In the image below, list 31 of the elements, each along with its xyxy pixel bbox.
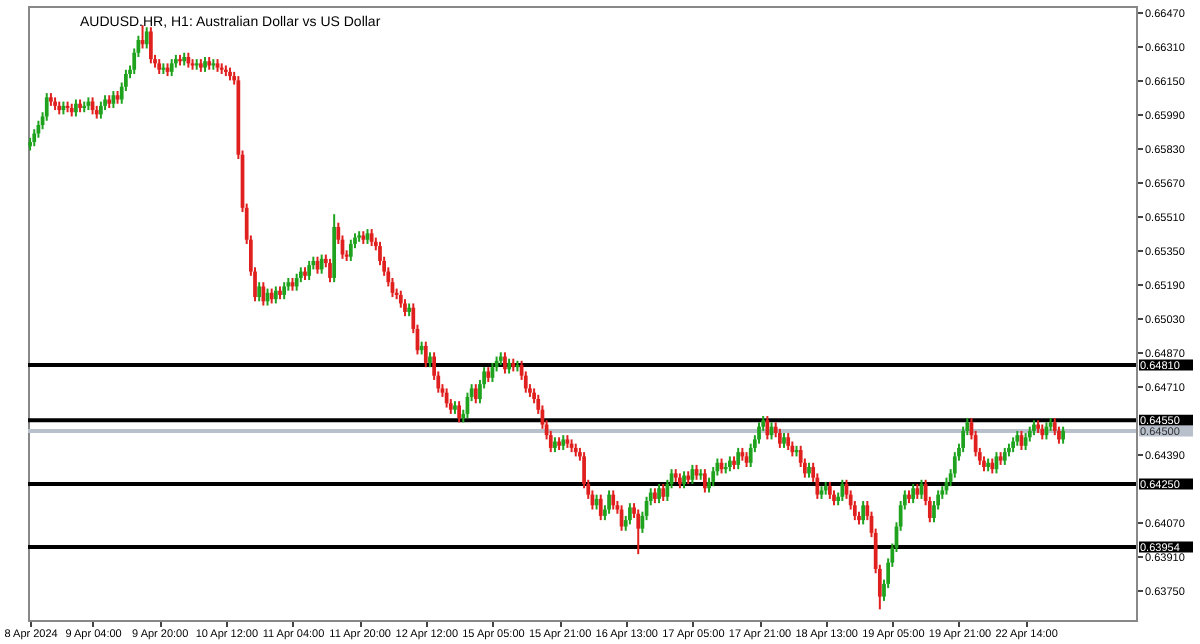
candlestick [607,489,611,515]
candlestick [261,281,266,307]
candlestick [457,400,461,424]
candlestick [911,483,916,505]
candlestick [473,383,478,405]
candlestick [736,446,741,471]
candlestick [307,259,312,282]
candlestick [961,425,966,454]
candlestick [748,442,753,469]
candlestick [257,281,262,303]
candlestick [757,421,761,445]
candlestick [636,508,641,556]
candlestick [503,351,507,375]
candlestick [44,92,49,122]
candlestick [319,253,324,275]
candlestick [840,478,845,503]
candlestick [149,26,153,65]
candlestick [777,427,782,449]
candlestick [328,257,332,284]
candlestick [765,415,770,441]
candlestick [657,483,661,505]
candlestick [711,466,716,488]
candlestick [598,493,603,522]
candlestick [144,26,149,50]
candlestick [423,340,428,369]
candlestick [348,238,353,262]
candlestick [611,489,616,511]
candlestick [628,502,632,526]
candlestick [703,468,707,494]
candlestick [861,500,866,526]
candlestick [952,451,957,479]
